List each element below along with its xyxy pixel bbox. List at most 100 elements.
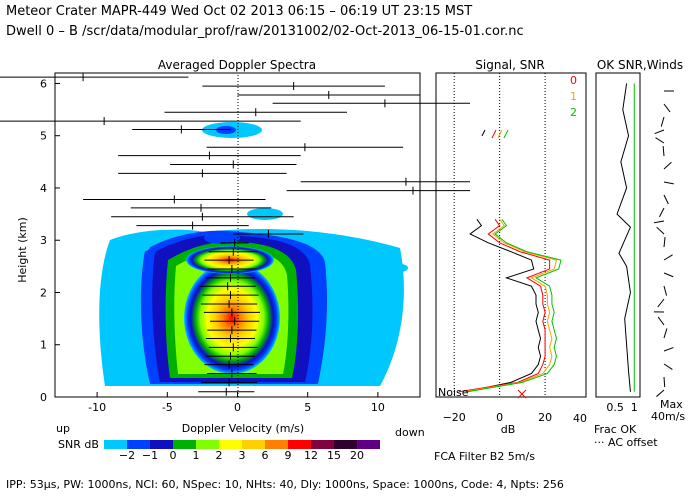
wind-arrow (654, 129, 665, 135)
wind-arrow (663, 363, 673, 370)
wind-arrow (663, 285, 668, 296)
wind-arrow (656, 226, 665, 235)
colorbar-cell (288, 440, 311, 449)
wind-arrow (662, 145, 665, 157)
colorbar-cell (311, 440, 334, 449)
x-tick-label: 0 (234, 401, 241, 414)
y-tick-label: 2 (40, 286, 47, 299)
spectra-y-ticks: 0 1 2 3 4 5 6 (40, 77, 60, 404)
winds-series (616, 83, 635, 392)
title-line: Meteor Crater MAPR-449 Wed Oct 02 2013 0… (6, 4, 473, 19)
wind-arrow (663, 237, 666, 248)
wind-arrow (663, 161, 672, 170)
signal-x-tick-label: −20 (443, 411, 466, 424)
colorbar-ticks: −2 −1 0 1 2 3 6 9 12 15 20 (119, 449, 364, 462)
colorbar-cell (173, 440, 196, 449)
spectra-panel: Averaged Doppler Spectra Height (km) Dop… (0, 58, 470, 439)
colorbar: SNR dB −2 −1 0 1 2 3 6 9 12 15 20 (58, 438, 380, 462)
wind-arrow (663, 328, 668, 339)
noise-x-2 (517, 389, 527, 399)
colorbar-cell (127, 440, 150, 449)
winds-title: OK SNR,Winds (597, 58, 683, 72)
colorbar-tick: 9 (285, 449, 292, 462)
wind-arrow (663, 347, 674, 352)
colorbar-cell (196, 440, 219, 449)
winds-panel: OK SNR,Winds 0.5 1 Frac OK ··· AC offset … (594, 58, 685, 449)
legend-2: 2 (570, 106, 577, 119)
wind-arrow (663, 254, 673, 261)
heat-speck-2 (247, 208, 283, 220)
noise-markers (481, 129, 527, 399)
signal-grid (453, 73, 546, 397)
wind-arrow (656, 389, 665, 397)
colorbar-tick: 6 (262, 449, 269, 462)
noise-mark-black (481, 129, 486, 137)
db-label: dB (501, 423, 516, 436)
colorbar-cell (219, 440, 242, 449)
colorbar-tick: 12 (304, 449, 318, 462)
colorbar-cell (104, 440, 127, 449)
colorbar-cell (334, 440, 357, 449)
dwell-line: Dwell 0 – B /scr/data/modular_prof/raw/2… (6, 24, 524, 39)
params-line: IPP: 53µs, PW: 1000ns, NCI: 60, NSpec: 1… (6, 478, 564, 491)
heat-speck-1 (130, 242, 150, 252)
x-tick-label: 5 (304, 401, 311, 414)
signal-series-2 (467, 219, 562, 393)
up-label: up (56, 422, 70, 435)
winds-x-tick-label: 1 (631, 401, 638, 414)
filter-label: FCA Filter B2 5m/s (434, 450, 535, 463)
frac-ok-label: Frac OK (594, 423, 637, 436)
wind-arrow (660, 116, 665, 127)
noise-label: Noise (438, 386, 469, 399)
signal-series-signal (465, 219, 542, 393)
colorbar-tick: 0 (170, 449, 177, 462)
wind-arrow (655, 137, 665, 144)
colorbar-title: SNR dB (58, 438, 99, 451)
x-tick-label: -10 (88, 401, 106, 414)
y-tick-label: 5 (40, 130, 47, 143)
heat-core (184, 262, 280, 374)
colorbar-cell (150, 440, 173, 449)
signal-series-1 (463, 219, 558, 393)
y-tick-label: 1 (40, 339, 47, 352)
down-label: down (395, 426, 425, 439)
x-axis-label: Doppler Velocity (m/s) (182, 422, 304, 435)
spectra-title: Averaged Doppler Spectra (158, 58, 316, 72)
wind-arrow (663, 272, 674, 278)
noise-mark-orange (497, 129, 503, 139)
winds-frame (595, 72, 641, 398)
winds-x-ticks: 0.5 1 (606, 401, 637, 414)
colorbar-cell (357, 440, 380, 449)
spectra-x-ticks: -10 -5 0 5 10 (88, 392, 385, 414)
wind-arrow (654, 220, 665, 224)
colorbar-tick: 1 (193, 449, 200, 462)
signal-x-tick-label: 0 (496, 411, 503, 424)
max-label: Max (660, 398, 683, 411)
signal-series (458, 219, 562, 393)
y-tick-label: 6 (40, 77, 47, 90)
heat-cap (204, 232, 240, 244)
signal-panel: Signal, SNR −20 0 20 0 1 2 Noise dB 40 (435, 58, 587, 436)
wind-arrow (663, 103, 671, 113)
signal-x-ticks: −20 0 20 (443, 411, 553, 424)
tick-40: 40 (573, 412, 587, 425)
x-tick-label: -5 (162, 401, 173, 414)
max-value: 40m/s (651, 410, 685, 423)
winds-x-tick-label: 0.5 (606, 401, 624, 414)
wind-arrow (657, 298, 665, 308)
wind-barbs (653, 90, 674, 397)
colorbar-tick: 15 (327, 449, 341, 462)
x-tick-label: 10 (371, 401, 385, 414)
colorbar-tick: 2 (216, 449, 223, 462)
heat-upper-core (216, 126, 236, 134)
y-tick-label: 4 (40, 182, 47, 195)
wind-arrow (663, 194, 669, 205)
colorbar-tick: 3 (239, 449, 246, 462)
moment-bars (0, 73, 470, 396)
wind-arrow (659, 207, 665, 218)
spectra-heatmap (99, 122, 408, 386)
colorbar-cell (242, 440, 265, 449)
colorbar-cells (104, 440, 380, 449)
colorbar-tick: 20 (350, 449, 364, 462)
colorbar-cell (265, 440, 288, 449)
